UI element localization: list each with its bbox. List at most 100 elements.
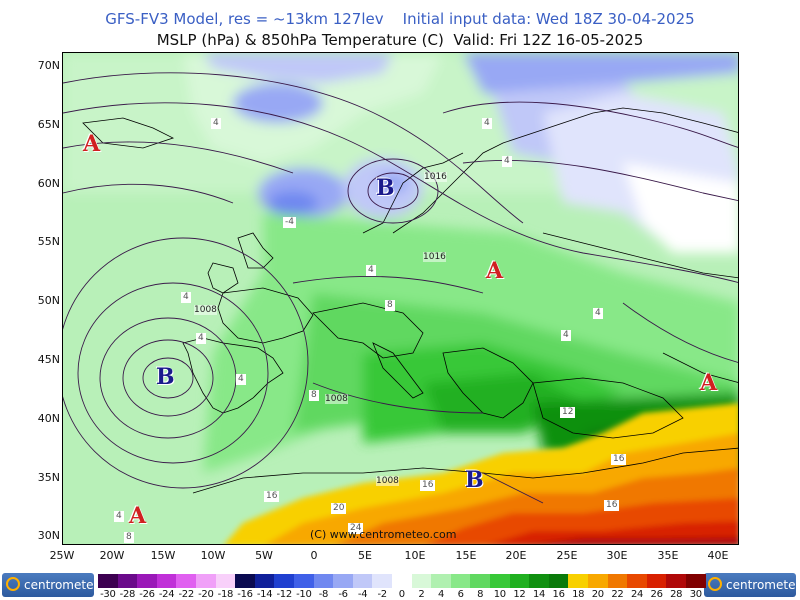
lat-label-70n: 70N bbox=[37, 59, 60, 72]
temperature-label: 4 bbox=[593, 308, 603, 319]
lon-label-35e: 35E bbox=[657, 549, 679, 562]
high-pressure-center: A bbox=[129, 503, 147, 529]
scale-tick-label: -22 bbox=[178, 589, 194, 600]
lat-label-50n: 50N bbox=[37, 294, 60, 307]
scale-tick-label: -28 bbox=[119, 589, 136, 600]
lon-label-40e: 40E bbox=[707, 549, 729, 562]
high-pressure-center: A bbox=[83, 131, 101, 157]
scale-cell bbox=[254, 574, 275, 588]
scale-tick-label: 6 bbox=[457, 589, 464, 600]
scale-tick-label: -4 bbox=[357, 589, 368, 600]
lon-label-5w: 5W bbox=[255, 549, 273, 562]
scale-tick-label: 30 bbox=[689, 589, 702, 600]
scale-cell bbox=[137, 574, 158, 588]
copyright-notice: (C) www.centrometeo.com bbox=[310, 528, 457, 541]
scale-cell bbox=[490, 574, 511, 588]
scale-cell bbox=[627, 574, 648, 588]
scale-tick-label: 24 bbox=[630, 589, 644, 600]
scale-tick-label: -24 bbox=[158, 589, 175, 600]
lon-label-30e: 30E bbox=[606, 549, 628, 562]
temperature-label: 4 bbox=[366, 265, 376, 276]
scale-cell bbox=[352, 574, 373, 588]
scale-tick-label: 10 bbox=[493, 589, 506, 600]
scale-tick-label: 4 bbox=[437, 589, 445, 600]
temperature-label: 4 bbox=[236, 374, 246, 385]
temperature-label: 4 bbox=[561, 330, 571, 341]
lon-label-20e: 20E bbox=[505, 549, 527, 562]
scale-tick-label: 2 bbox=[418, 589, 425, 600]
scale-tick-label: 8 bbox=[477, 589, 484, 600]
scale-cell bbox=[666, 574, 687, 588]
temperature-label: 16 bbox=[420, 480, 436, 491]
weather-map bbox=[62, 52, 739, 545]
chart-title-model: GFS-FV3 Model, res = ~13km 127lev Initia… bbox=[105, 10, 695, 28]
scale-tick-label: 26 bbox=[650, 589, 663, 600]
scale-cell bbox=[686, 574, 707, 588]
scale-cell bbox=[372, 574, 393, 588]
logo-text: centrometeo bbox=[24, 578, 101, 592]
temperature-label: 24 bbox=[348, 523, 364, 534]
scale-cell bbox=[274, 574, 295, 588]
lat-label-40n: 40N bbox=[37, 412, 60, 425]
scale-cell bbox=[646, 574, 667, 588]
scale-tick-label: 14 bbox=[532, 589, 546, 600]
lat-label-65n: 65N bbox=[37, 118, 60, 131]
scale-tick-label: -26 bbox=[139, 589, 155, 600]
scale-cell bbox=[156, 574, 177, 588]
scale-cell bbox=[117, 574, 138, 588]
scale-cell bbox=[568, 574, 589, 588]
lon-label-15e: 15E bbox=[455, 549, 477, 562]
scale-tick-label: -16 bbox=[237, 589, 253, 600]
lat-label-45n: 45N bbox=[37, 353, 60, 366]
scale-tick-label: 20 bbox=[591, 589, 604, 600]
low-pressure-center: B bbox=[376, 175, 395, 201]
lon-label-20w: 20W bbox=[99, 549, 125, 562]
centrometeo-logo[interactable]: centrometeo bbox=[704, 573, 800, 597]
centrometeo-logo[interactable]: centrometeo bbox=[2, 573, 101, 597]
lat-label-30n: 30N bbox=[37, 529, 60, 542]
scale-tick-label: 12 bbox=[513, 589, 526, 600]
scale-cell bbox=[431, 574, 452, 588]
scale-tick-label: -14 bbox=[256, 589, 273, 600]
scale-tick-label: -2 bbox=[377, 589, 388, 600]
scale-cell bbox=[313, 574, 334, 588]
temperature-label: 4 bbox=[502, 156, 512, 167]
scale-cell bbox=[607, 574, 628, 588]
temperature-label: 16 bbox=[604, 500, 620, 511]
scale-cell bbox=[176, 574, 197, 588]
scale-cell bbox=[98, 574, 119, 588]
lon-label-10e: 10E bbox=[404, 549, 426, 562]
isobar-label: 1008 bbox=[325, 394, 348, 404]
scale-cell bbox=[196, 574, 217, 588]
scale-cell bbox=[588, 574, 609, 588]
isobar-label: 1008 bbox=[376, 476, 399, 486]
isobar-label: 1016 bbox=[424, 172, 447, 182]
scale-tick-label: -8 bbox=[318, 589, 329, 600]
scale-tick-label: -12 bbox=[276, 589, 292, 600]
logo-text: centrometeo bbox=[726, 578, 800, 592]
scale-cell bbox=[294, 574, 315, 588]
scale-cell bbox=[411, 574, 432, 588]
isobars bbox=[63, 72, 738, 504]
scale-cell bbox=[333, 574, 354, 588]
scale-cell bbox=[548, 574, 569, 588]
lat-label-35n: 35N bbox=[37, 471, 60, 484]
isobar-label: 1008 bbox=[194, 305, 217, 315]
temperature-label: 4 bbox=[181, 292, 191, 303]
lon-label-25e: 25E bbox=[556, 549, 578, 562]
scale-tick-label: 18 bbox=[572, 589, 585, 600]
temperature-label: 4 bbox=[196, 333, 206, 344]
lon-label-0: 0 bbox=[310, 549, 318, 562]
scale-tick-label: -6 bbox=[338, 589, 348, 600]
temperature-shading bbox=[63, 53, 738, 483]
scale-cell bbox=[450, 574, 471, 588]
scale-tick-label: -20 bbox=[198, 589, 214, 600]
scale-cell bbox=[529, 574, 550, 588]
centrometeo-logo-icon bbox=[708, 577, 722, 591]
temperature-label: 20 bbox=[331, 503, 347, 514]
scale-tick-label: -18 bbox=[217, 589, 234, 600]
scale-cell bbox=[509, 574, 530, 588]
temperature-label: 8 bbox=[385, 300, 395, 311]
scale-cell bbox=[392, 574, 413, 588]
lat-label-55n: 55N bbox=[37, 235, 60, 248]
